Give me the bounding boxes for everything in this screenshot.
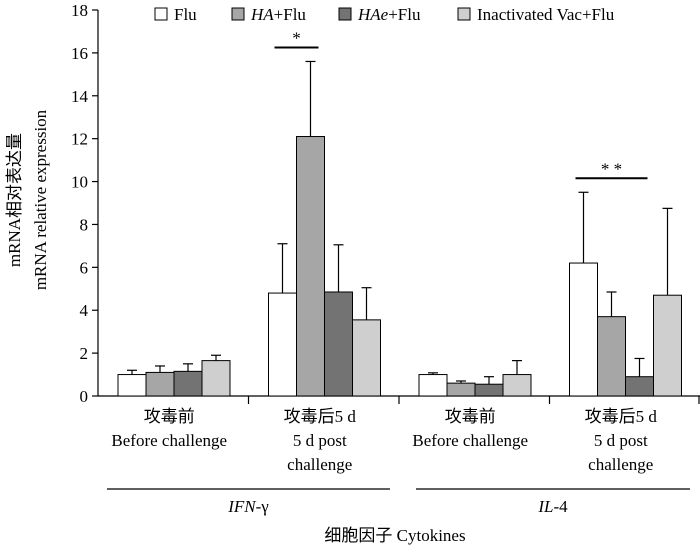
category-label-en: Before challenge — [412, 431, 528, 450]
category-label-en: 5 d post — [293, 431, 347, 450]
bar — [446, 382, 476, 397]
category-labels: 攻毒前 Before challenge 攻毒后5 d 5 d post challen… — [107, 407, 690, 516]
y-tick-label: 18 — [71, 1, 88, 20]
cytokine-label: IFN-γ — [227, 497, 269, 516]
category-label-en: challenge — [588, 455, 653, 474]
bar — [296, 136, 325, 397]
y-tick-label: 10 — [71, 173, 88, 192]
y-tick-label: 4 — [80, 301, 89, 320]
bar — [569, 262, 598, 397]
bar — [597, 316, 626, 397]
legend: Flu HA+Flu HAe+Flu Inactivated Vac+Flu — [154, 5, 615, 24]
bar — [268, 292, 297, 397]
y-tick-label: 14 — [71, 87, 89, 106]
bar — [201, 360, 231, 397]
category-label-cn: 攻毒后5 d — [585, 407, 658, 426]
bar — [418, 374, 448, 397]
y-tick-label: 6 — [80, 258, 89, 277]
cytokine-label: IL-4 — [537, 497, 568, 516]
x-axis-label: 细胞因子 Cytokines — [324, 526, 465, 545]
category-label-en: Before challenge — [111, 431, 227, 450]
category-label-cn: 攻毒后5 d — [284, 407, 357, 426]
y-tick-label: 2 — [80, 344, 89, 363]
bar — [145, 371, 175, 397]
bar — [352, 319, 381, 397]
legend-entry: Flu — [174, 5, 197, 24]
y-tick-label: 16 — [71, 44, 88, 63]
y-tick-label: 12 — [71, 130, 88, 149]
bar — [117, 374, 147, 397]
y-tick-label: 8 — [80, 215, 89, 234]
category-label-en: 5 d post — [594, 431, 648, 450]
significance-label: * * — [601, 159, 622, 178]
bar — [625, 376, 654, 397]
category-label-cn: 攻毒前 — [445, 407, 496, 426]
legend-swatch — [338, 7, 352, 21]
legend-swatch — [154, 7, 168, 21]
bar — [502, 374, 532, 397]
legend-swatch — [231, 7, 245, 21]
bar — [653, 294, 682, 397]
plot-area: 0 2 4 6 8 10 12 14 16 18 * * * — [71, 1, 700, 406]
y-tick-label: 0 — [80, 387, 89, 406]
legend-swatch — [457, 7, 471, 21]
bar — [173, 370, 203, 397]
significance-label: * — [292, 28, 301, 47]
category-label-cn: 攻毒前 — [144, 407, 195, 426]
bar — [324, 291, 353, 397]
bar — [474, 383, 504, 397]
y-axis-label-en: mRNA relative expression — [31, 109, 50, 290]
category-label-en: challenge — [287, 455, 352, 474]
legend-entry: Inactivated Vac+Flu — [477, 5, 615, 24]
legend-entry: HAe+Flu — [357, 5, 421, 24]
legend-entry: HA+Flu — [250, 5, 306, 24]
y-axis-label-cn: mRNA相对表达量 — [5, 133, 24, 267]
